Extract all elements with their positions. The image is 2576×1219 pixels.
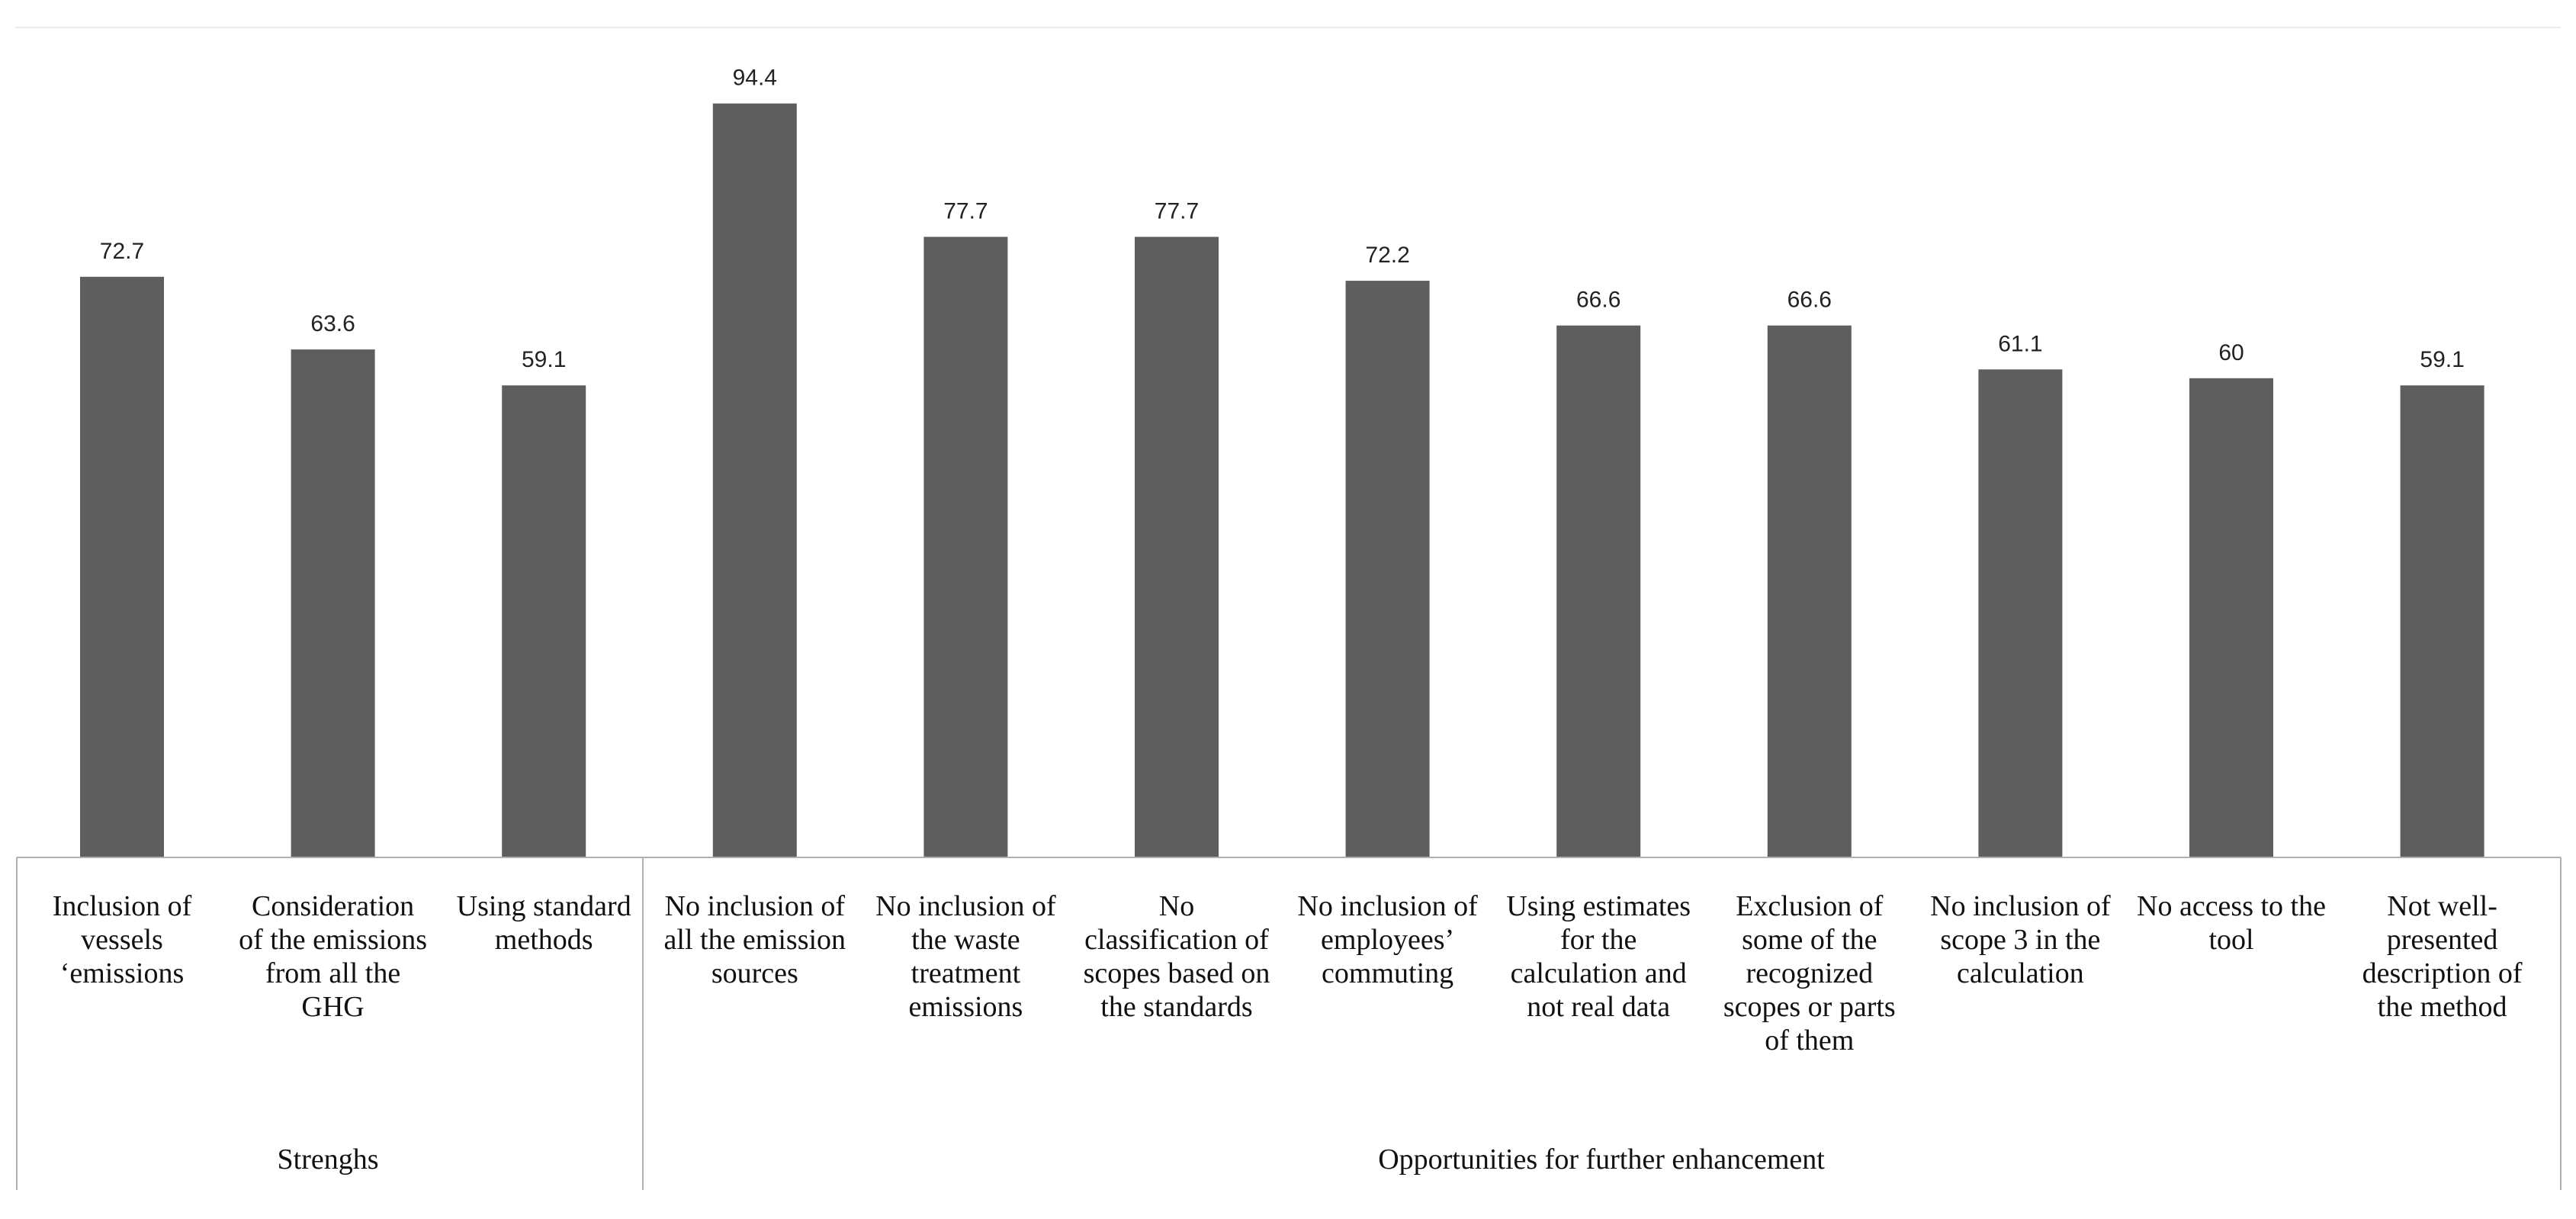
bar-8 [1767, 325, 1852, 857]
bar-4 [923, 236, 1008, 858]
category-label-9: No inclusion of scope 3 in the calculation [1930, 890, 2111, 989]
category-label-10-line-1: tool [2208, 924, 2253, 956]
category-label-9-line-0: No inclusion of [1930, 890, 2111, 922]
category-label-5-line-2: scopes based on [1084, 957, 1270, 989]
bar-6 [1345, 281, 1430, 857]
category-label-8-line-0: Exclusion of [1736, 890, 1883, 922]
category-label-5-line-0: No [1159, 890, 1194, 922]
category-label-11-line-3: the method [2378, 991, 2507, 1023]
category-label-8-line-4: of them [1765, 1024, 1854, 1057]
category-label-7: Using estimates for the calculation and not… [1506, 890, 1691, 1023]
category-label-9-line-1: scope 3 in the [1940, 924, 2100, 956]
bar-7 [1556, 325, 1641, 857]
category-label-7-line-3: not real data [1527, 991, 1670, 1023]
value-label-0: 72.7 [100, 239, 144, 264]
category-label-1-line-3: GHG [301, 991, 364, 1023]
category-label-8-line-2: recognized [1746, 957, 1873, 989]
category-label-1-line-2: from all the [265, 957, 400, 989]
category-label-2-line-0: Using standard [457, 890, 631, 922]
value-labels-layer: 72.7 63.6 59.1 94.4 77.7 77.7 72.2 66.6 66.6 61.1… [100, 66, 2465, 373]
value-label-2: 59.1 [522, 347, 566, 372]
category-label-6-line-2: commuting [1322, 957, 1453, 989]
bar-2 [502, 385, 586, 857]
category-label-11-line-2: description of [2362, 957, 2523, 989]
category-label-0-line-2: ‘emissions [60, 957, 185, 989]
category-labels-layer: Inclusion of vessels ‘emissions Considerati… [53, 890, 2523, 1057]
bar-0 [80, 276, 164, 857]
category-label-0: Inclusion of vessels ‘emissions [53, 890, 192, 989]
bars-layer [80, 103, 2484, 858]
group-label-1: Opportunities for further enhancement [1378, 1143, 1825, 1176]
category-label-1-line-0: Consideration [252, 890, 414, 922]
category-label-4-line-0: No inclusion of [875, 890, 1056, 922]
value-label-11: 59.1 [2420, 347, 2464, 372]
value-label-5: 77.7 [1155, 198, 1199, 224]
value-label-4: 77.7 [943, 198, 988, 224]
category-label-2: Using standard methods [457, 890, 631, 956]
category-label-0-line-0: Inclusion of [53, 890, 192, 922]
category-label-3-line-1: all the emission [664, 924, 846, 956]
category-label-4-line-1: the waste [911, 924, 1020, 956]
category-label-3-line-2: sources [711, 957, 798, 989]
value-label-3: 94.4 [733, 66, 777, 91]
value-label-7: 66.6 [1576, 288, 1620, 313]
category-label-7-line-2: calculation and [1511, 957, 1687, 989]
category-label-9-line-2: calculation [1957, 957, 2084, 989]
value-label-9: 61.1 [1998, 331, 2042, 356]
category-label-5: No classification of scopes based on the st… [1084, 890, 1270, 1023]
category-label-6-line-0: No inclusion of [1297, 890, 1478, 922]
category-label-11-line-1: presented [2387, 924, 2498, 956]
category-label-1-line-1: of the emissions [239, 924, 427, 956]
category-label-5-line-1: classification of [1084, 924, 1269, 956]
category-label-3: No inclusion of all the emission sources [664, 890, 846, 989]
category-label-2-line-1: methods [495, 924, 593, 956]
category-label-6: No inclusion of employees’ commuting [1297, 890, 1478, 989]
category-label-4-line-3: emissions [908, 991, 1023, 1023]
category-label-8-line-1: some of the [1742, 924, 1877, 956]
category-label-8-line-3: scopes or parts [1723, 991, 1896, 1023]
category-label-3-line-0: No inclusion of [665, 890, 846, 922]
category-label-4: No inclusion of the waste treatment emissio… [875, 890, 1056, 1023]
category-label-7-line-1: for the [1560, 924, 1636, 956]
bar-10 [2189, 378, 2273, 857]
category-label-11: Not well-presented description of the meth… [2362, 890, 2523, 1023]
category-label-7-line-0: Using estimates [1506, 890, 1691, 922]
category-label-6-line-1: employees’ [1321, 924, 1454, 956]
bar-1 [291, 349, 375, 857]
category-label-10-line-0: No access to the [2137, 890, 2326, 922]
group-labels-layer: Strenghs Opportunities for further enhanc… [278, 1143, 1826, 1176]
category-label-1: Consideration of the emissions from all th… [239, 890, 427, 1023]
bar-9 [1978, 369, 2063, 858]
bar-11 [2400, 385, 2484, 857]
category-label-4-line-2: treatment [911, 957, 1021, 989]
value-label-8: 66.6 [1787, 288, 1832, 313]
value-label-1: 63.6 [310, 311, 355, 336]
bar-3 [712, 103, 797, 857]
category-label-8: Exclusion of some of the recognized scopes … [1723, 890, 1896, 1057]
value-label-10: 60 [2218, 340, 2244, 365]
category-label-10: No access to the tool [2137, 890, 2326, 956]
category-label-11-line-0: Not well- [2387, 890, 2497, 922]
group-label-0: Strenghs [278, 1143, 379, 1176]
value-label-6: 72.2 [1365, 243, 1409, 268]
category-label-0-line-1: vessels [81, 924, 163, 956]
bar-5 [1135, 236, 1219, 858]
category-label-5-line-3: the standards [1100, 991, 1252, 1023]
